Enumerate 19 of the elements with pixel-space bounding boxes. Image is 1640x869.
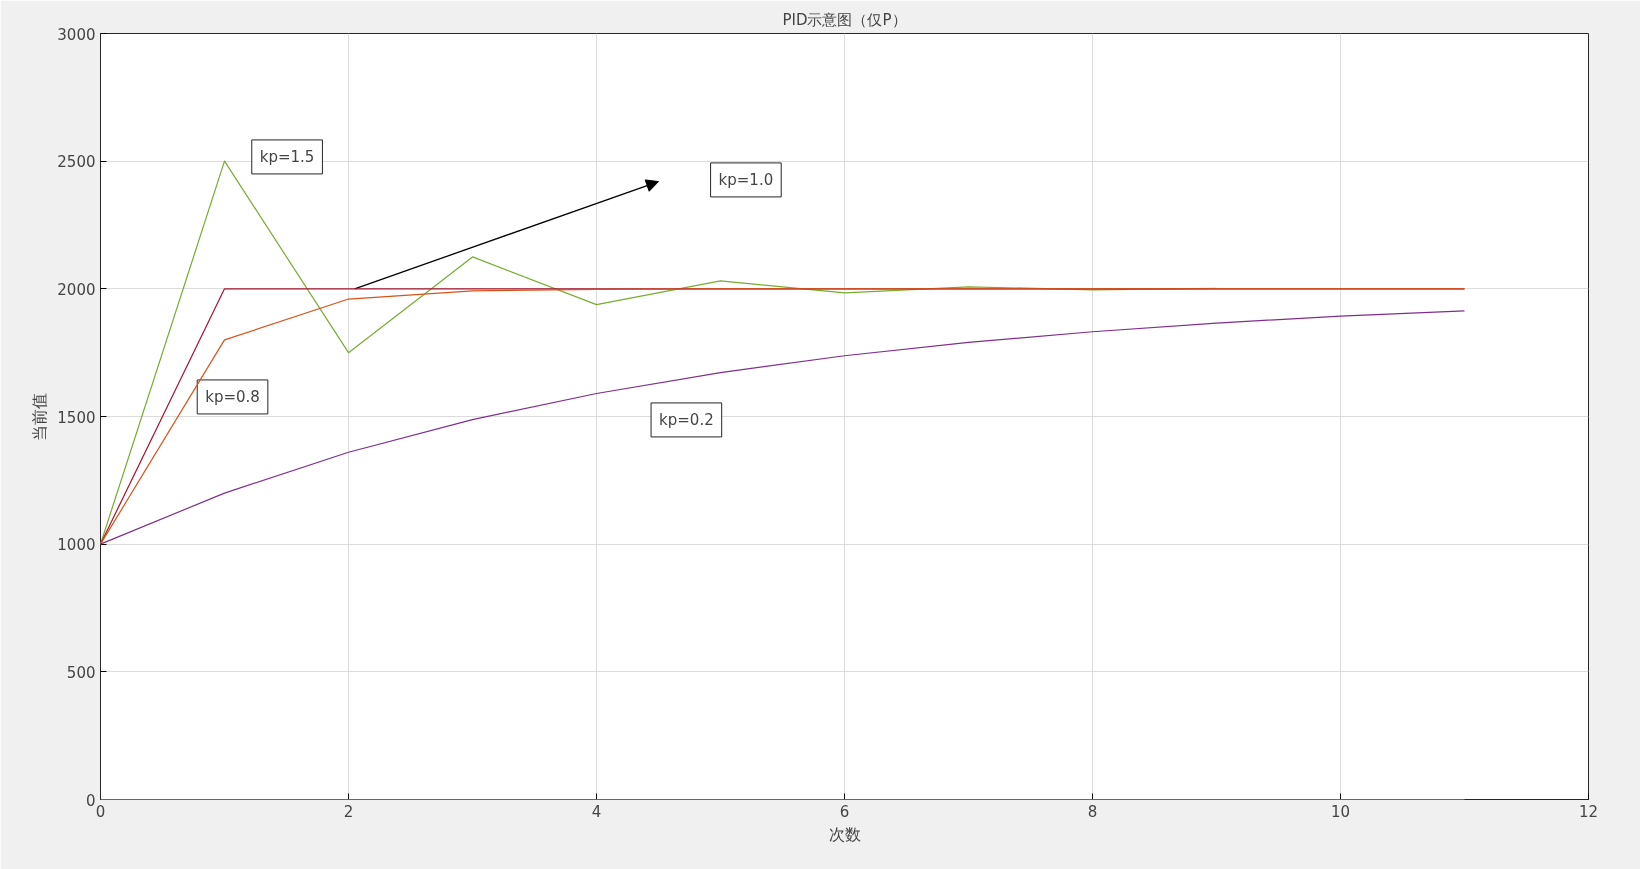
x-axis-title: 次数 xyxy=(828,824,861,844)
annotation: kp=0.8 xyxy=(205,387,260,406)
annotation: kp=1.0 xyxy=(718,170,774,189)
x-tick-label: 2 xyxy=(343,802,354,821)
x-tick-label: 4 xyxy=(591,802,602,821)
y-tick-label: 3000 xyxy=(57,25,96,44)
x-tick-label: 6 xyxy=(839,802,850,821)
x-tick-label: 12 xyxy=(1578,802,1599,821)
y-tick-label: 500 xyxy=(66,663,96,682)
chart-title: PID示意图（仅P） xyxy=(782,10,907,29)
y-axis-title: 当前值 xyxy=(30,392,50,441)
y-tick-label: 1500 xyxy=(57,408,96,427)
x-tick-label: 10 xyxy=(1330,802,1351,821)
y-tick-label: 2000 xyxy=(57,280,96,299)
y-tick-label: 2500 xyxy=(57,153,96,172)
annotation: kp=1.5 xyxy=(259,147,315,166)
x-tick-label: 8 xyxy=(1087,802,1098,821)
y-tick-label: 1000 xyxy=(57,536,96,555)
annotation: kp=0.2 xyxy=(659,410,714,429)
